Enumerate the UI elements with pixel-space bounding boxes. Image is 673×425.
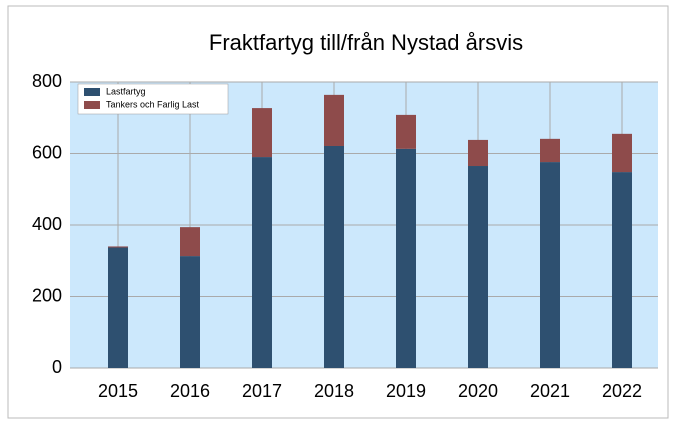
legend-label: Tankers och Farlig Last [106,99,200,109]
bar-segment [252,157,272,368]
legend-box [77,83,229,115]
y-tick-label: 400 [32,214,62,234]
x-tick-label: 2015 [98,381,138,401]
bar-segment [396,114,416,149]
y-tick-label: 0 [52,357,62,377]
x-tick-label: 2016 [170,381,210,401]
x-tick-label: 2019 [386,381,426,401]
bar-segment [180,227,200,257]
x-tick-label: 2018 [314,381,354,401]
y-tick-label: 600 [32,142,62,162]
bar-segment [324,145,344,368]
bar-segment [396,148,416,368]
bar-segment [180,256,200,368]
y-tick-label: 800 [32,71,62,91]
bar-segment [108,246,128,248]
bar-segment [252,108,272,158]
x-tick-label: 2020 [458,381,498,401]
bar-segment [108,247,128,368]
x-tick-label: 2022 [602,381,642,401]
bar-segment [612,172,632,368]
bar-segment [468,139,488,167]
bar-segment [324,94,344,146]
y-tick-label: 200 [32,285,62,305]
legend-swatch [84,101,100,109]
x-tick-label: 2021 [530,381,570,401]
x-tick-label: 2017 [242,381,282,401]
bar-segment [612,133,632,173]
legend-swatch [84,88,100,96]
legend-label: Lastfartyg [106,86,146,96]
bar-segment [540,138,560,163]
chart-title: Fraktfartyg till/från Nystad årsvis [209,30,523,55]
bar-segment [468,166,488,368]
bar-segment [540,162,560,368]
